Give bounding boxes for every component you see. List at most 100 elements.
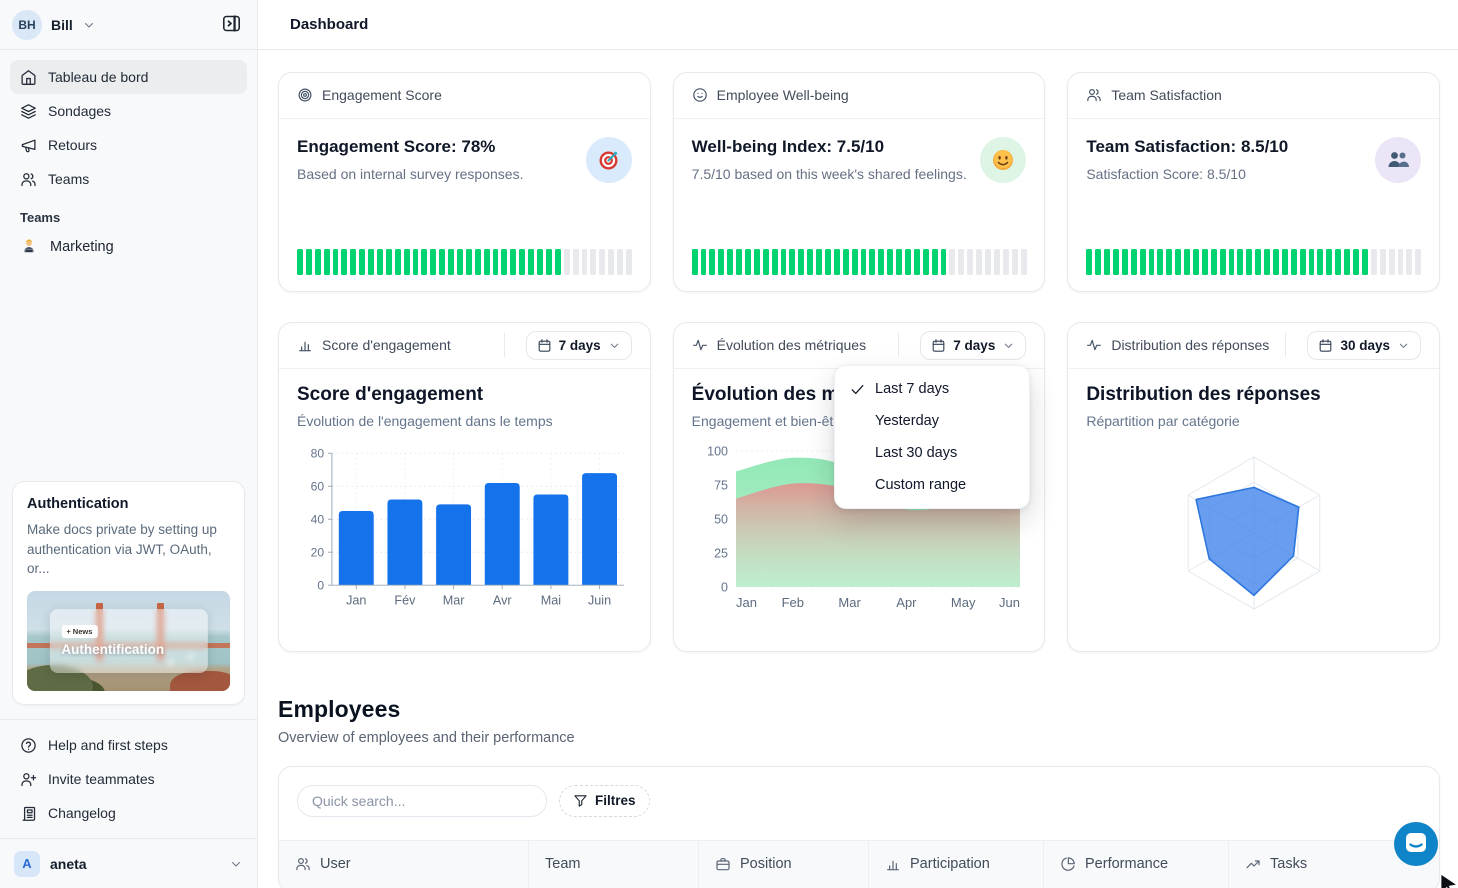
sidebar-item-help[interactable]: Help and first steps	[10, 728, 247, 762]
progress-segment	[1406, 248, 1413, 275]
range-label: 30 days	[1340, 337, 1390, 353]
card-header: Distribution des réponses 30 days	[1068, 323, 1439, 369]
pie-chart-icon	[1060, 856, 1076, 872]
search-input[interactable]	[297, 784, 547, 817]
range-dropdown-menu: Last 7 days Yesterday Last 30 days Custo…	[834, 365, 1030, 509]
progress-segment	[798, 248, 805, 275]
menu-item-custom-range[interactable]: Custom range	[835, 469, 1029, 501]
sidebar-nav: Tableau de bord Sondages Retours Teams	[0, 50, 257, 196]
progress-segment	[869, 248, 876, 275]
progress-segment	[528, 248, 535, 275]
promo-overlay-card: + News Authentification	[49, 609, 208, 673]
svg-text:25: 25	[714, 546, 728, 560]
range-select-button[interactable]: 7 days	[920, 330, 1027, 360]
bar-Fév	[387, 499, 423, 585]
progress-segment	[492, 248, 499, 275]
chevron-down-icon	[1397, 339, 1410, 352]
progress-segment	[1299, 248, 1306, 275]
check-slot-empty	[849, 413, 866, 430]
menu-item-last-30-days[interactable]: Last 30 days	[835, 437, 1029, 469]
progress-segment	[1166, 248, 1173, 275]
progress-segment	[625, 248, 632, 275]
menu-item-yesterday[interactable]: Yesterday	[835, 405, 1029, 437]
column-header-position: Position	[699, 840, 869, 888]
chat-widget-button[interactable]	[1394, 822, 1438, 866]
sidebar-item-retours[interactable]: Retours	[10, 128, 247, 162]
sidebar-item-invite-teammates[interactable]: Invite teammates	[10, 762, 247, 796]
progress-segment	[1020, 248, 1027, 275]
menu-item-last-7-days[interactable]: Last 7 days	[835, 373, 1029, 405]
stat-title: Team Satisfaction: 8.5/10	[1086, 136, 1289, 156]
users-icon	[295, 856, 311, 872]
progress-segment	[590, 248, 597, 275]
svg-text:Fév: Fév	[394, 593, 416, 607]
card-header: Team Satisfaction	[1068, 73, 1439, 119]
progress-segment	[385, 248, 392, 275]
progress-segment	[1219, 248, 1226, 275]
menu-item-label: Last 7 days	[875, 381, 950, 397]
stat-body: Engagement Score: 78% Based on internal …	[279, 119, 650, 183]
progress-segment	[789, 248, 796, 275]
card-header-label: Évolution des métriques	[716, 337, 867, 354]
sidebar-item-changelog[interactable]: Changelog	[10, 796, 247, 830]
progress-segment	[439, 248, 446, 275]
well-being-card: Employee Well-being Well-being Index: 7.…	[672, 71, 1046, 292]
target-emoji-icon	[585, 136, 632, 183]
progress-segment	[833, 248, 840, 275]
svg-text:80: 80	[311, 446, 325, 460]
sidebar-footer: Help and first steps Invite teammates Ch…	[0, 719, 257, 838]
column-header-user: User	[279, 840, 529, 888]
engagement-chart-card: Score d'engagement 7 days Score d'engage…	[278, 321, 651, 652]
metrics-area-chart: 0 25 50 75 100 Jan Feb Mar Apr May Jun	[692, 441, 1027, 613]
progress-segment	[297, 248, 303, 275]
progress-segment	[608, 248, 615, 275]
card-header: Évolution des métriques 7 days	[673, 323, 1045, 369]
progress-segment	[1184, 248, 1191, 275]
sidebar-item-tableau-de-bord[interactable]: Tableau de bord	[10, 60, 247, 94]
progress-segment	[581, 248, 588, 275]
sidebar-item-label: Sondages	[48, 103, 112, 119]
authentication-promo-card[interactable]: Authentication Make docs private by sett…	[12, 481, 245, 705]
employees-table-card: Filtres User Team Position	[278, 765, 1440, 888]
sidebar-item-team-marketing[interactable]: Marketing	[0, 229, 257, 265]
progress-segment	[1104, 248, 1110, 275]
progress-segment	[350, 248, 357, 275]
bar-Mar	[436, 504, 472, 585]
sidebar-item-label: Tableau de bord	[48, 69, 149, 85]
filters-button[interactable]: Filtres	[559, 784, 650, 817]
column-header-participation: Participation	[869, 840, 1044, 888]
column-label: User	[320, 855, 351, 872]
progress-segment	[1201, 248, 1208, 275]
progress-segment	[519, 248, 526, 275]
column-header-tasks: Tasks	[1229, 841, 1439, 888]
progress-segment	[1255, 248, 1262, 275]
progress-segment	[718, 248, 725, 275]
help-circle-icon	[20, 737, 37, 754]
sidebar-item-teams[interactable]: Teams	[10, 162, 247, 196]
trending-up-icon	[1245, 856, 1261, 872]
progress-segment	[1011, 248, 1018, 275]
progress-segment	[1086, 248, 1093, 275]
sidebar-item-sondages[interactable]: Sondages	[10, 94, 247, 128]
promo-body: Make docs private by setting up authenti…	[27, 522, 217, 577]
progress-segment	[736, 248, 742, 275]
progress-segment	[332, 248, 339, 275]
progress-segment	[1113, 248, 1119, 275]
progress-segment	[1335, 248, 1342, 275]
users-icon	[1086, 87, 1102, 103]
main-header: Dashboard	[258, 0, 1458, 50]
sidebar-collapse-button[interactable]	[217, 11, 245, 39]
svg-text:0: 0	[317, 578, 324, 592]
progress-segment	[700, 248, 707, 275]
svg-text:75: 75	[714, 478, 728, 492]
account-switcher[interactable]: A aneta	[0, 838, 257, 888]
range-select-button[interactable]: 7 days	[525, 330, 632, 360]
distribution-radar-chart	[1086, 441, 1421, 627]
progress-segment	[807, 248, 814, 275]
workspace-switcher[interactable]: BH Bill	[0, 0, 257, 50]
svg-text:Jan: Jan	[736, 595, 757, 610]
card-header-label: Engagement Score	[322, 87, 442, 104]
range-select-button[interactable]: 30 days	[1307, 330, 1421, 360]
progress-segment	[1273, 248, 1279, 275]
target-rings-icon	[297, 87, 313, 103]
